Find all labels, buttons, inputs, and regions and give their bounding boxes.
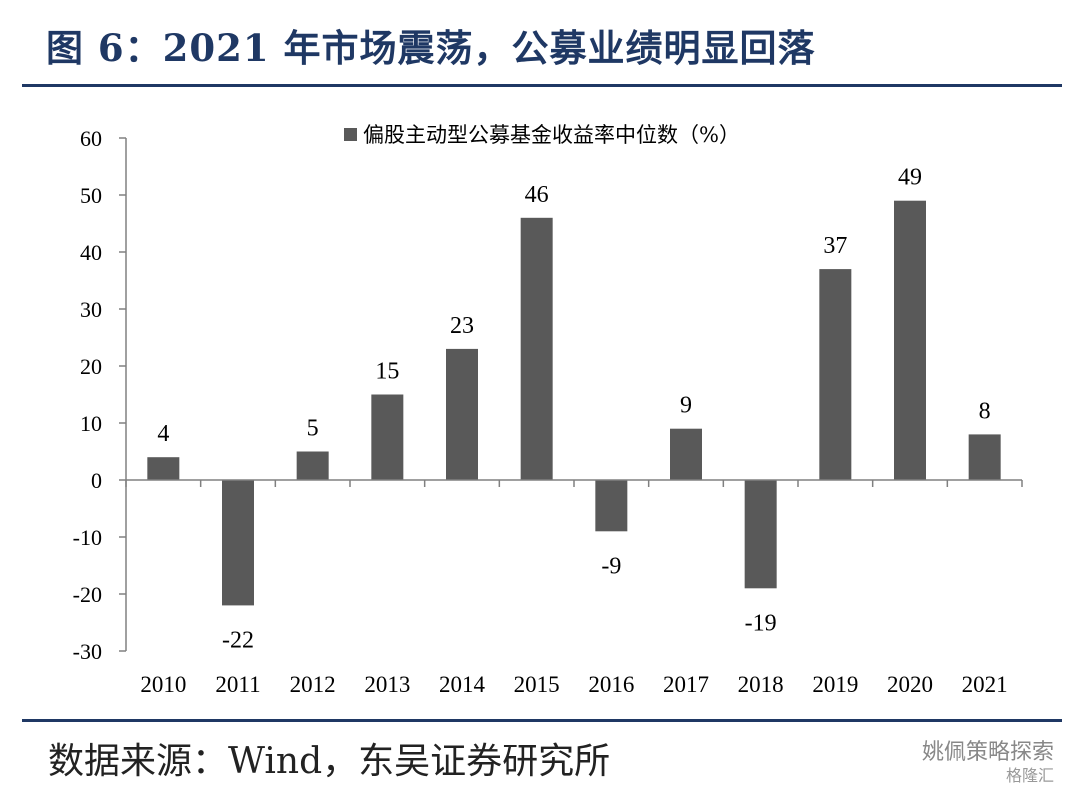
- data-source: 数据来源：Wind，东吴证券研究所: [48, 741, 611, 782]
- x-tick-label: 2011: [215, 672, 260, 697]
- y-tick-label: 50: [80, 183, 102, 208]
- y-tick-label: 0: [91, 468, 102, 493]
- bar-2012: [296, 451, 329, 480]
- x-tick-label: 2013: [364, 672, 410, 697]
- y-tick-label: 30: [80, 297, 102, 322]
- page-title: 图 6：2021 年市场震荡，公募业绩明显回落: [46, 26, 816, 70]
- bar-2013: [371, 394, 404, 480]
- x-tick-label: 2017: [663, 672, 709, 697]
- bar-2015: [520, 217, 553, 481]
- bar-2016: [595, 480, 628, 532]
- data-label-2013: 15: [375, 359, 399, 385]
- y-tick-label: 20: [80, 354, 102, 379]
- data-label-2011: -22: [222, 627, 254, 653]
- data-label-2019: 37: [823, 233, 847, 259]
- bottom-divider: [22, 719, 1062, 722]
- x-tick-label: 2012: [290, 672, 336, 697]
- x-axis: 2010 2011 2012 2013 2014 2015 2016 2017 2018 2019…: [125, 479, 1023, 697]
- bar-2018: [744, 480, 777, 589]
- x-tick-label: 2010: [140, 672, 186, 697]
- data-label-2021: 8: [979, 398, 991, 424]
- legend-label: 偏股主动型公募基金收益率中位数（%）: [363, 123, 740, 147]
- x-tick-label: 2021: [962, 672, 1008, 697]
- data-label-2016: -9: [601, 553, 621, 579]
- y-tick-label: 10: [80, 411, 102, 436]
- legend: 偏股主动型公募基金收益率中位数（%）: [344, 123, 740, 147]
- watermark-main: 姚佩策略探索: [921, 740, 1054, 765]
- data-label-2017: 9: [680, 393, 692, 419]
- y-tick-label: -10: [73, 525, 102, 550]
- bar-2021: [968, 434, 1001, 480]
- x-tick-label: 2018: [738, 672, 784, 697]
- bar-2011: [222, 480, 254, 606]
- x-tick-label: 2014: [439, 672, 486, 697]
- bar-2017: [670, 428, 702, 480]
- watermark-sub: 格隆汇: [1005, 766, 1054, 786]
- data-label-2010: 4: [157, 421, 169, 447]
- x-tick-label: 2015: [514, 672, 560, 697]
- bar-2020: [894, 200, 926, 480]
- y-tick-label: -30: [73, 639, 102, 664]
- data-label-2020: 49: [898, 165, 922, 191]
- x-tick-label: 2019: [812, 672, 858, 697]
- data-label-2015: 46: [525, 182, 549, 208]
- bar-2019: [819, 269, 852, 480]
- bar-2014: [446, 348, 478, 480]
- watermark: 姚佩策略探索 格隆汇: [922, 740, 1054, 786]
- top-divider: [22, 84, 1062, 87]
- x-tick-label: 2020: [887, 672, 933, 697]
- y-tick-label: 40: [80, 240, 102, 265]
- y-tick-label: -20: [73, 582, 102, 607]
- bar-2010: [147, 457, 180, 480]
- y-tick-label: 60: [80, 126, 102, 151]
- bars: 4 -22 5 15 23 46 -9 9 -19 37 49 8: [147, 165, 1001, 653]
- data-label-2012: 5: [307, 416, 319, 442]
- x-tick-label: 2016: [588, 672, 634, 697]
- data-label-2018: -19: [745, 610, 777, 636]
- y-axis: 60 50 40 30 20 10 0 -10 -20 -30: [73, 126, 127, 664]
- legend-swatch: [344, 128, 357, 141]
- data-label-2014: 23: [450, 313, 474, 339]
